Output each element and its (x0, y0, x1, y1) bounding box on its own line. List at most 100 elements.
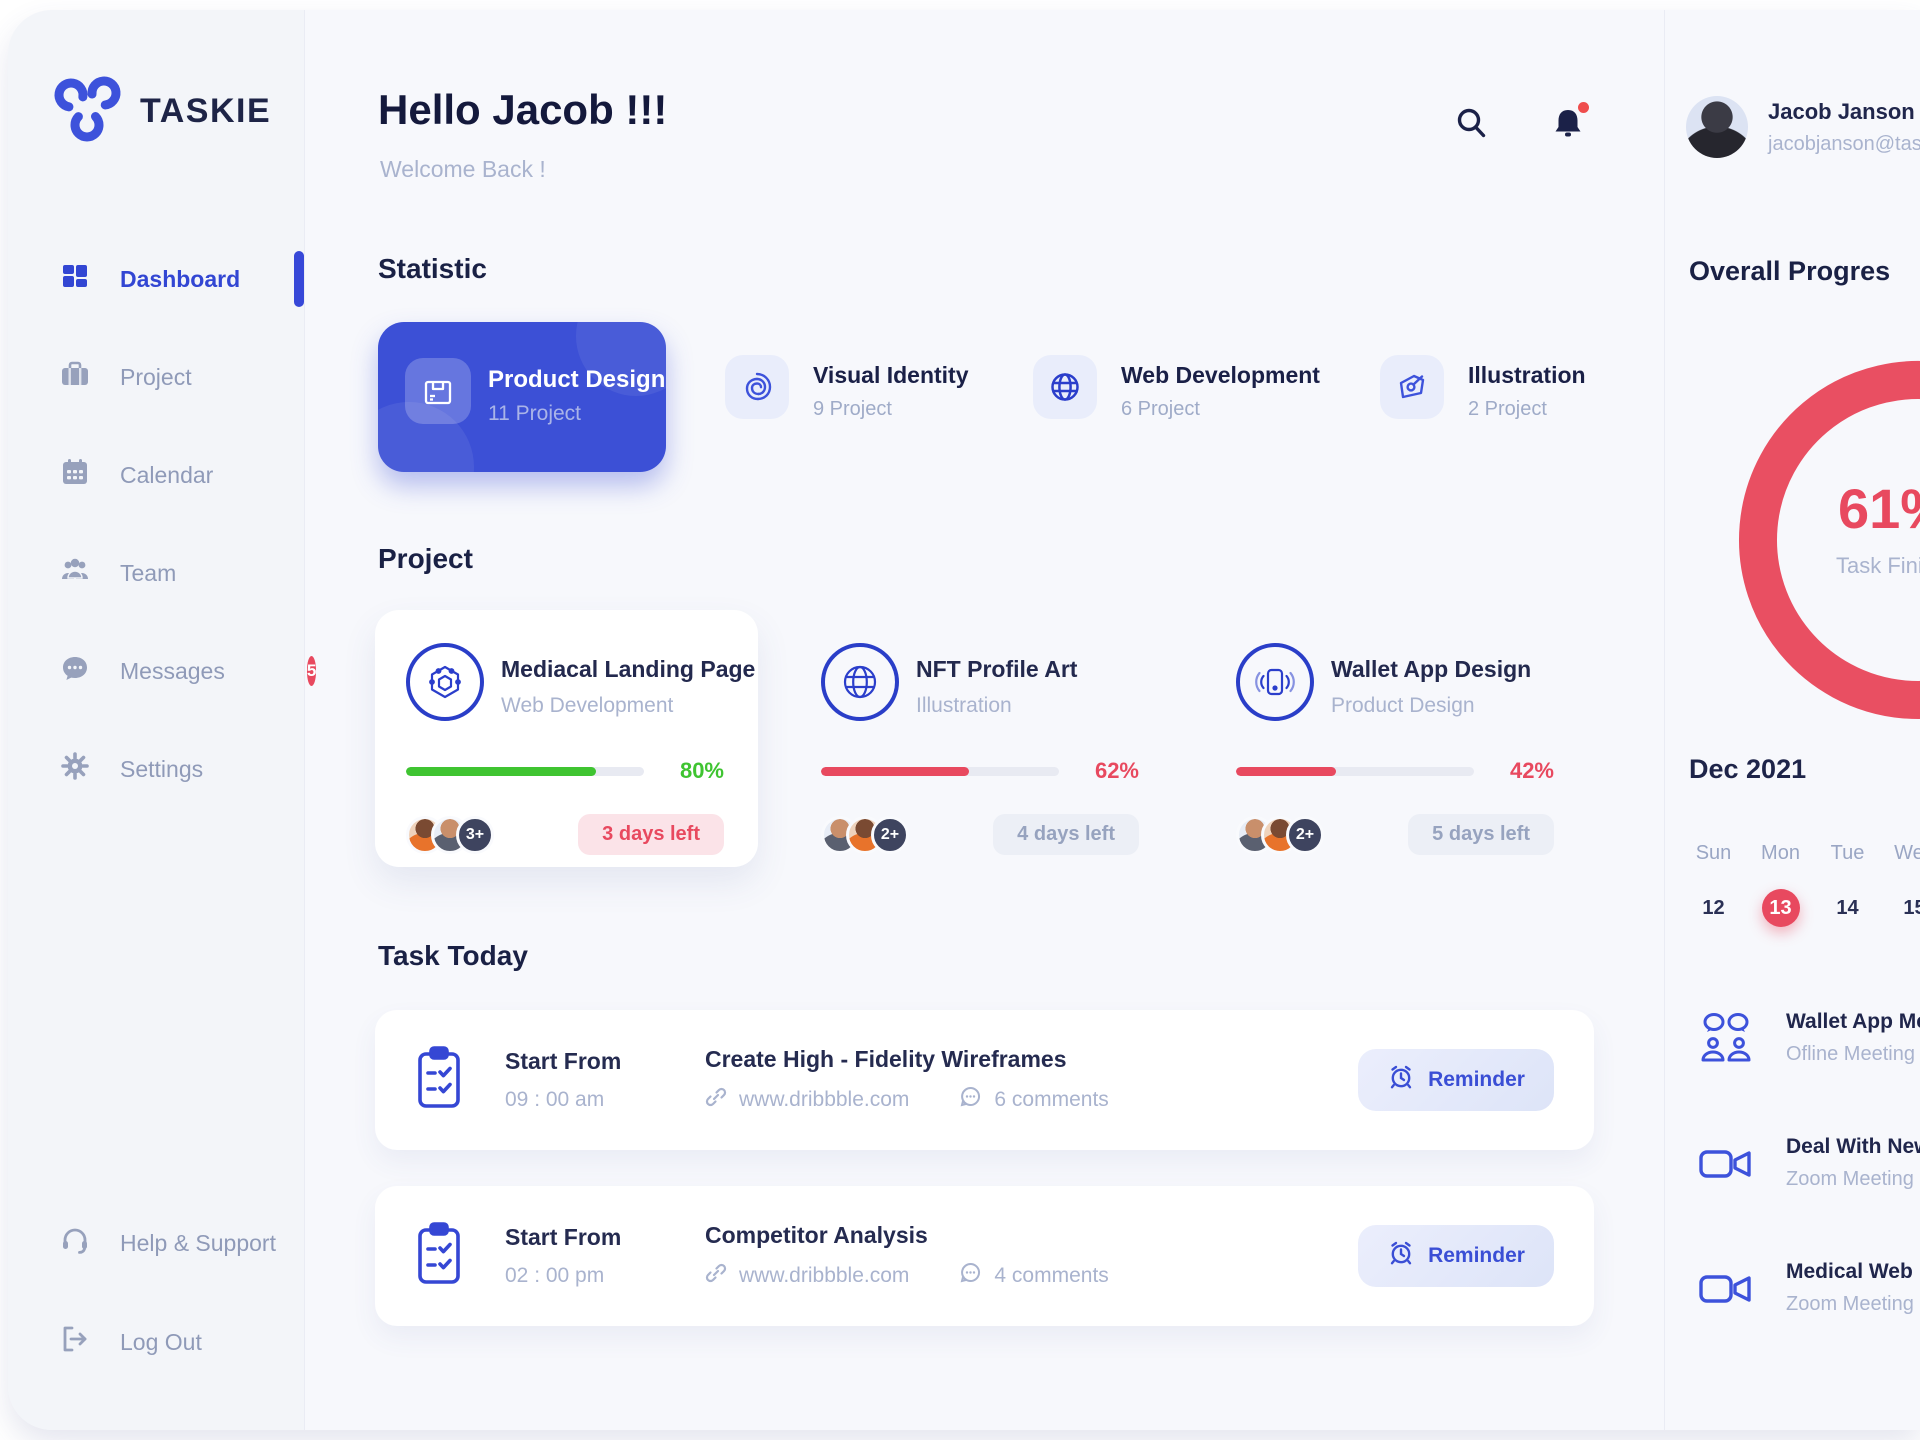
progress-track (821, 766, 1059, 776)
days-left-badge: 5 days left (1408, 814, 1554, 855)
reminder-button-label: Reminder (1428, 1068, 1525, 1091)
meeting-title: Medical Web M (1786, 1260, 1920, 1283)
sidebar-item-dashboard[interactable]: Dashboard (8, 250, 304, 308)
stat-card-product-design[interactable]: Product Design 11 Project (378, 322, 666, 472)
sidebar-item-label: Messages (120, 657, 225, 684)
progress-fill (406, 766, 597, 776)
project-category: Product Design (1331, 694, 1475, 717)
dashboard-grid-icon (60, 261, 90, 297)
meeting-title: Deal With New (1786, 1135, 1920, 1158)
headset-icon (60, 1225, 90, 1261)
task-row-competitor-analysis[interactable]: Start From 02 : 00 pm Competitor Analysi… (375, 1186, 1594, 1326)
stat-card-visual-identity[interactable]: Visual Identity 9 Project (725, 355, 969, 421)
sidebar-item-settings[interactable]: Settings (8, 740, 304, 798)
sidebar-item-label: Help & Support (120, 1229, 276, 1256)
calendar-month-title: Dec 2021 (1689, 754, 1807, 784)
user-name: Jacob Janson (1768, 98, 1915, 124)
sidebar-item-project[interactable]: Project (8, 348, 304, 406)
project-category: Illustration (916, 694, 1012, 717)
reminder-button[interactable]: Reminder (1358, 1049, 1554, 1111)
task-time: 09 : 00 am (505, 1088, 605, 1111)
page-subtitle: Welcome Back ! (380, 156, 546, 182)
avatar-overflow-count: 2+ (871, 815, 909, 854)
calendar-date-selected[interactable]: 13 (1747, 889, 1814, 927)
sidebar-item-team[interactable]: Team (8, 544, 304, 602)
avatar-overflow-count: 3+ (456, 815, 494, 854)
mini-calendar: Sun Mon Tue Wed 12 13 14 15 (1680, 842, 1920, 927)
project-card-nft-profile-art[interactable]: NFT Profile Art Illustration 62% 2+ 4 da… (790, 610, 1173, 867)
stat-card-illustration[interactable]: Illustration 2 Project (1380, 355, 1586, 421)
stat-card-title: Product Design (488, 366, 666, 393)
project-card-wallet-app-design[interactable]: Wallet App Design Product Design 42% 2+ … (1205, 610, 1588, 867)
meeting-item-deal[interactable]: Deal With New Zoom Meeting (1698, 1135, 1920, 1193)
progress-percent: 80% (679, 758, 724, 783)
phone-vibrate-icon (1236, 643, 1314, 721)
calendar-date[interactable]: 14 (1836, 896, 1859, 919)
project-title: NFT Profile Art (916, 656, 1078, 682)
stat-card-title: Web Development (1121, 362, 1320, 388)
video-camera-icon (1698, 1260, 1754, 1318)
statistic-section-title: Statistic (378, 253, 487, 284)
progress-percent: 42% (1509, 758, 1554, 783)
clipboard-icon (415, 1221, 463, 1292)
task-link[interactable]: www.dribbble.com (739, 1263, 910, 1287)
messages-count-badge: 5 (306, 656, 317, 686)
meeting-title: Wallet App Mee (1786, 1010, 1920, 1033)
calendar-day-header: Tue (1830, 842, 1865, 864)
sidebar-nav: Dashboard Project (8, 250, 317, 838)
page-greeting: Hello Jacob !!! (378, 86, 668, 133)
alarm-clock-icon (1387, 1239, 1415, 1273)
stat-card-web-development[interactable]: Web Development 6 Project (1033, 355, 1320, 421)
sidebar-item-calendar[interactable]: Calendar (8, 446, 304, 504)
active-nav-indicator (294, 251, 304, 307)
task-comments[interactable]: 6 comments (994, 1087, 1109, 1111)
video-camera-icon (1698, 1135, 1754, 1193)
meeting-item-wallet-app[interactable]: Wallet App Mee Ofline Meeting (1698, 1010, 1920, 1068)
project-section-title: Project (378, 543, 473, 574)
progress-fill (1236, 766, 1336, 776)
task-today-section-title: Task Today (378, 940, 528, 971)
swirl-icon (725, 355, 789, 419)
calendar-day-header: Wed (1894, 842, 1920, 864)
app-surface: TASKIE Dashboard (8, 10, 1920, 1430)
task-title: Create High - Fidelity Wireframes (705, 1046, 1067, 1072)
sidebar-item-label: Team (120, 559, 177, 586)
search-icon[interactable] (1452, 104, 1492, 144)
reminder-button[interactable]: Reminder (1358, 1225, 1554, 1287)
calendar-day-header: Sun (1695, 842, 1732, 864)
group-discussion-icon (1698, 1010, 1754, 1068)
progress-percent: 62% (1094, 758, 1139, 783)
notification-bell-icon[interactable] (1548, 102, 1589, 144)
sidebar-item-messages[interactable]: Messages 5 (8, 642, 317, 700)
globe-wire-icon (821, 643, 899, 721)
chat-bubble-icon (60, 653, 90, 689)
meeting-type: Zoom Meeting (1786, 1293, 1914, 1315)
globe-icon (1033, 355, 1097, 419)
user-email: jacobjanson@task (1768, 132, 1920, 155)
right-panel-divider (1664, 10, 1665, 1430)
task-link[interactable]: www.dribbble.com (739, 1087, 910, 1111)
meeting-type: Zoom Meeting (1786, 1168, 1914, 1190)
member-avatars: 2+ (1236, 815, 1324, 854)
taskie-logo-icon (50, 72, 124, 151)
logo: TASKIE (50, 72, 271, 151)
user-profile[interactable]: Jacob Janson jacobjanson@task (1686, 96, 1920, 158)
project-title: Mediacal Landing Page (501, 656, 756, 682)
clipboard-icon (415, 1045, 463, 1116)
pen-nib-icon (1380, 355, 1444, 419)
task-row-wireframes[interactable]: Start From 09 : 00 am Create High - Fide… (375, 1010, 1594, 1150)
calendar-day-header: Mon (1761, 842, 1800, 864)
task-comments[interactable]: 4 comments (994, 1263, 1109, 1287)
stat-card-subtitle: 6 Project (1121, 398, 1200, 420)
sidebar-item-label: Log Out (120, 1328, 202, 1355)
meeting-item-medical-web[interactable]: Medical Web M Zoom Meeting (1698, 1260, 1920, 1318)
task-start-label: Start From (505, 1048, 622, 1074)
sidebar-item-logout[interactable]: Log Out (8, 1313, 304, 1371)
meeting-type: Ofline Meeting (1786, 1043, 1915, 1065)
project-card-mediacal-landing-page[interactable]: Mediacal Landing Page Web Development 80… (375, 610, 758, 867)
stat-card-subtitle: 2 Project (1468, 398, 1547, 420)
calendar-date[interactable]: 12 (1702, 896, 1725, 919)
calendar-date[interactable]: 15 (1903, 896, 1920, 919)
sidebar-item-help-support[interactable]: Help & Support (8, 1214, 304, 1272)
task-title: Competitor Analysis (705, 1222, 928, 1248)
